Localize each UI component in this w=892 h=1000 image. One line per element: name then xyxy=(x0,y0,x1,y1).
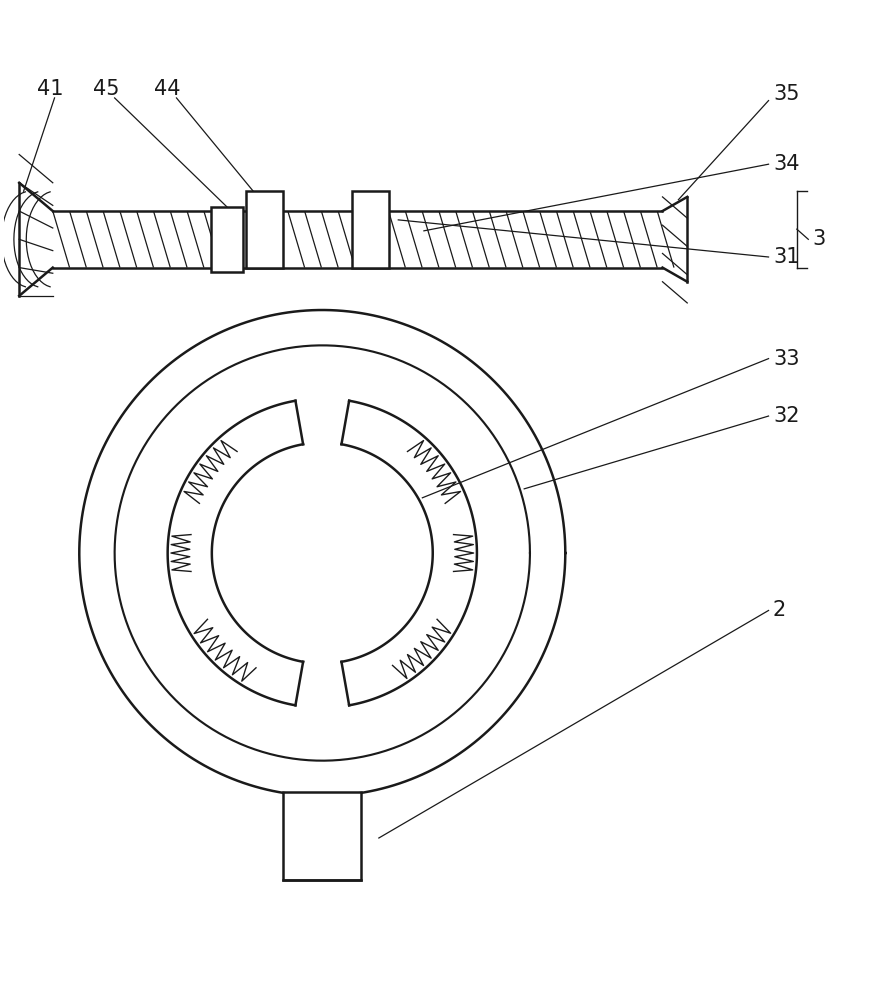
Text: 45: 45 xyxy=(93,79,119,99)
Bar xyxy=(211,207,243,272)
Text: 34: 34 xyxy=(773,154,799,174)
Text: 35: 35 xyxy=(773,84,799,104)
Text: 32: 32 xyxy=(773,406,799,426)
Bar xyxy=(352,191,390,268)
Text: 33: 33 xyxy=(773,349,799,369)
Text: 2: 2 xyxy=(773,600,786,620)
Text: 41: 41 xyxy=(37,79,63,99)
Text: 44: 44 xyxy=(154,79,181,99)
Text: 3: 3 xyxy=(813,229,826,249)
Bar xyxy=(284,792,361,880)
Bar xyxy=(246,191,284,268)
Text: 31: 31 xyxy=(773,247,799,267)
